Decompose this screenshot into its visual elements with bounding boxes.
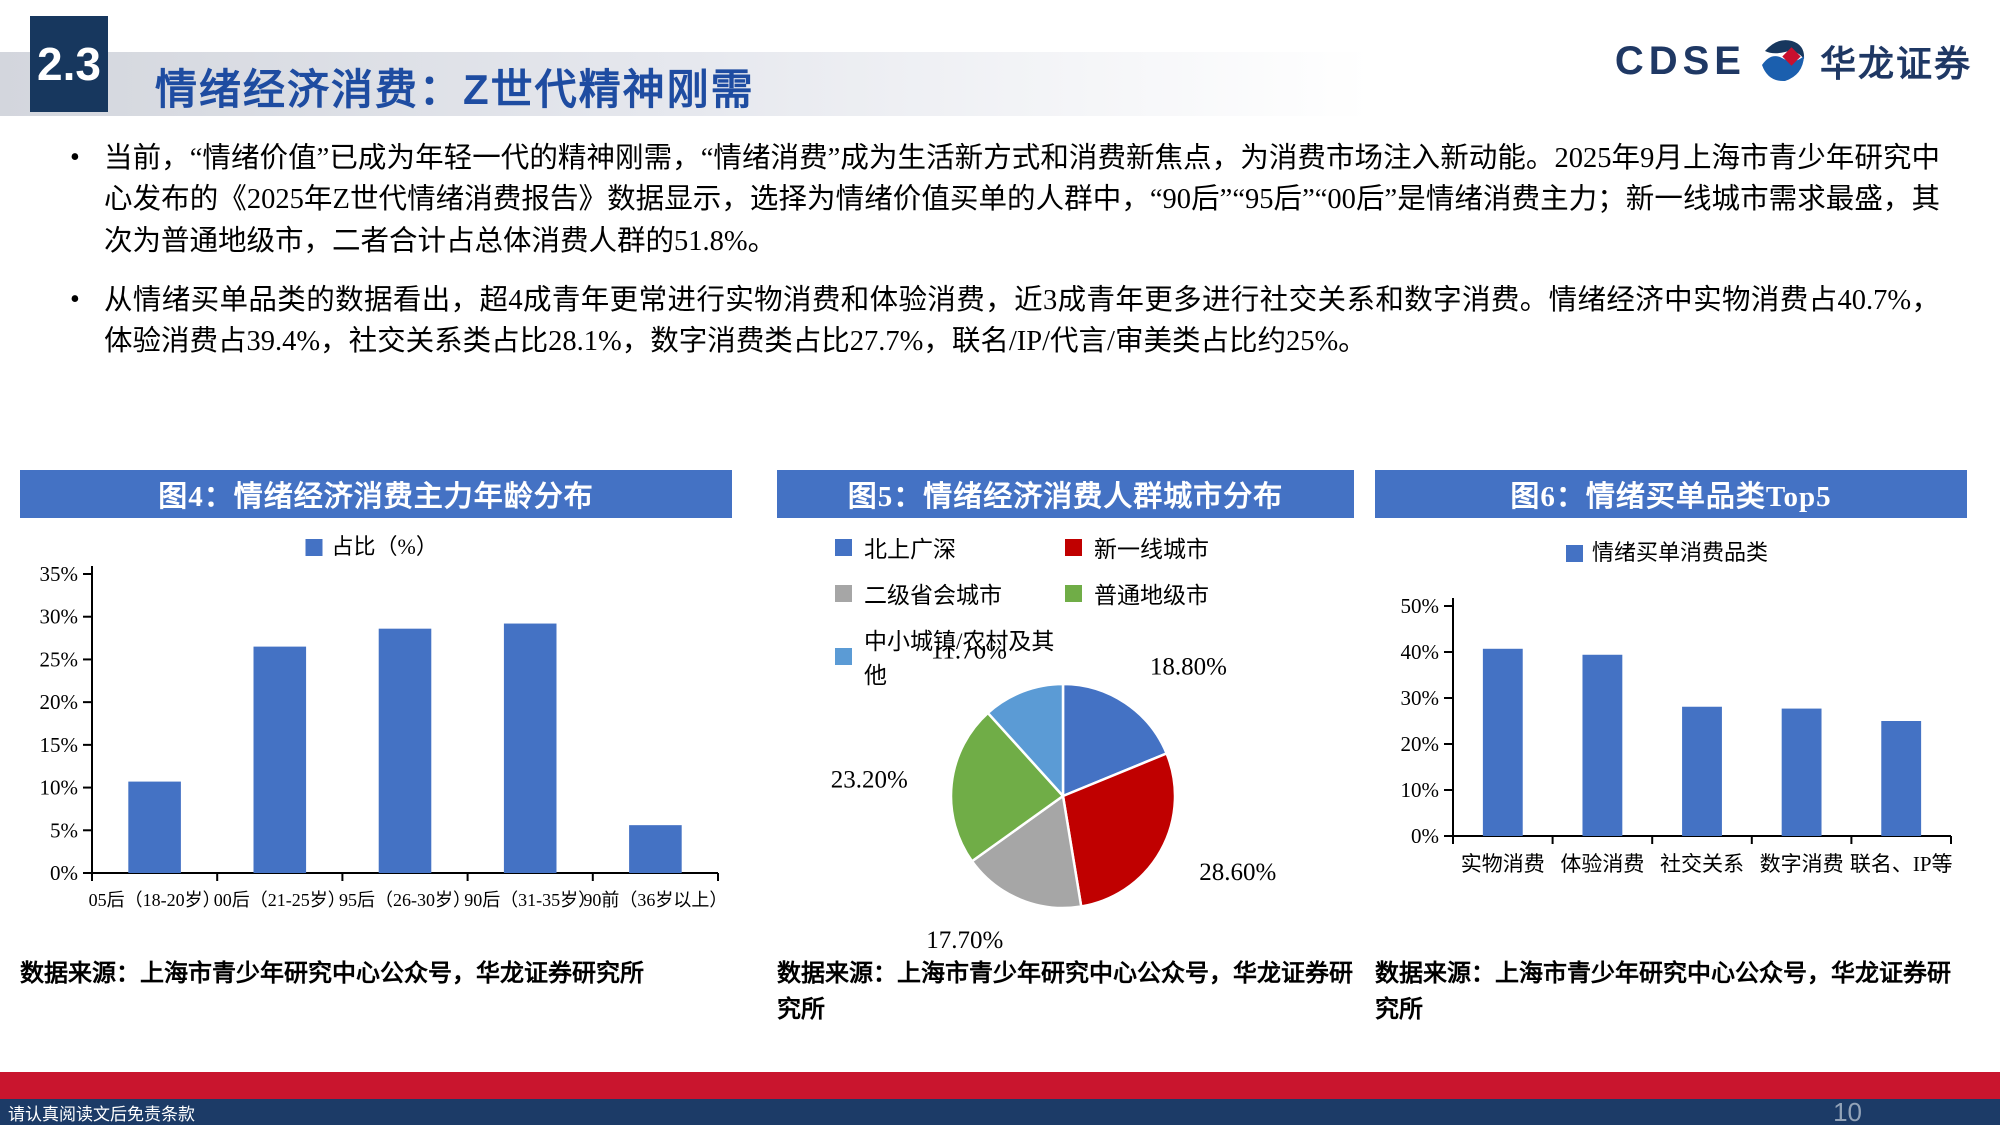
svg-text:40%: 40% — [1401, 640, 1440, 664]
svg-text:10%: 10% — [1401, 778, 1440, 802]
svg-text:50%: 50% — [1401, 594, 1440, 618]
svg-text:23.20%: 23.20% — [831, 766, 908, 793]
svg-text:20%: 20% — [40, 690, 79, 714]
figure-4-source: 数据来源：上海市青少年研究中心公众号，华龙证券研究所 — [20, 961, 644, 987]
figure-6-source: 数据来源：上海市青少年研究中心公众号，华龙证券研究所 — [1375, 961, 1951, 1023]
legend-label: 中小城镇/农村及其他 — [864, 629, 1055, 688]
svg-text:情绪买单消费品类: 情绪买单消费品类 — [1592, 540, 1768, 565]
legend-item-1: 北上广深 — [835, 530, 1065, 564]
figure-4-title: 图4：情绪经济消费主力年龄分布 — [20, 470, 732, 518]
svg-text:20%: 20% — [1401, 732, 1440, 756]
svg-text:90后（31-35岁）: 90后（31-35岁） — [464, 890, 596, 910]
svg-text:00后（21-25岁）: 00后（21-25岁） — [214, 890, 346, 910]
svg-text:11.70%: 11.70% — [931, 646, 1007, 664]
cdse-logo-text: CDSE — [1614, 38, 1746, 83]
figure-4-chart-zone: 占比（%） 0% 5% 10% 15% 20% 25% 30% 35% 05后（18-20岁） 00… — [20, 518, 732, 950]
figure-4-panel: 图4：情绪经济消费主力年龄分布 占比（%） 0% 5% 10% 15% 20% 25% 30%… — [20, 470, 732, 992]
legend-item-5: 中小城镇/农村及其他 — [835, 622, 1065, 690]
svg-text:0%: 0% — [1411, 824, 1439, 848]
svg-text:30%: 30% — [40, 605, 79, 629]
figure-5-chart-zone: 北上广深 新一线城市二级省会城市 普通地级市中小城镇/农村及其他 18.80% 28.… — [777, 518, 1354, 950]
legend-swatch — [1065, 538, 1082, 556]
svg-text:体验消费: 体验消费 — [1560, 852, 1644, 876]
figure-5-source: 数据来源：上海市青少年研究中心公众号，华龙证券研究所 — [777, 961, 1353, 1023]
svg-text:05后（18-20岁）: 05后（18-20岁） — [89, 890, 221, 910]
figure-5-title: 图5：情绪经济消费人群城市分布 — [777, 470, 1354, 518]
legend-item-4: 普通地级市 — [1065, 576, 1315, 610]
page-title: 情绪经济消费：Z世代精神刚需 — [155, 66, 755, 113]
footer-red-bar — [0, 1072, 2000, 1099]
legend-swatch — [1065, 584, 1082, 602]
svg-text:15%: 15% — [40, 733, 79, 757]
svg-text:95后（26-30岁）: 95后（26-30岁） — [339, 890, 471, 910]
figure-5-panel: 图5：情绪经济消费人群城市分布 北上广深 新一线城市二级省会城市 普通地级市中小城镇… — [777, 470, 1354, 1028]
legend-label: 新一线城市 — [1094, 537, 1209, 562]
svg-text:占比（%）: 占比（%） — [332, 534, 438, 559]
figure-4-bar-chart: 占比（%） 0% 5% 10% 15% 20% 25% 30% 35% 05后（18-20岁）00… — [40, 534, 728, 910]
svg-text:5%: 5% — [50, 818, 78, 842]
svg-text:25%: 25% — [40, 647, 79, 671]
figure-5-pie-chart: 18.80% 28.60% 17.70% 23.20% 11.70% — [831, 646, 1276, 950]
legend-swatch — [835, 538, 852, 556]
svg-text:17.70%: 17.70% — [926, 927, 1003, 950]
figure-6-bar-chart: 情绪买单消费品类 0% 10% 20% 30% 40% 50% 实物消费 体验消费 社交关系 数字消… — [1401, 540, 1953, 876]
svg-text:90前（36岁以上）: 90前（36岁以上） — [583, 890, 727, 910]
legend-swatch — [835, 647, 852, 665]
bullet-1: 当前，“情绪价值”已成为年轻一代的精神刚需，“情绪消费”成为生活新方式和消费新焦… — [60, 138, 1940, 262]
svg-text:30%: 30% — [1401, 686, 1440, 710]
disclaimer-text: 请认真阅读文后免责条款 — [8, 1104, 195, 1124]
legend-item-2: 新一线城市 — [1065, 530, 1315, 564]
title-band — [0, 52, 1370, 116]
legend-label: 二级省会城市 — [864, 583, 1002, 608]
svg-text:社交关系: 社交关系 — [1660, 852, 1744, 876]
svg-text:18.80%: 18.80% — [1150, 653, 1227, 680]
svg-text:0%: 0% — [50, 861, 78, 885]
legend-label: 北上广深 — [864, 537, 956, 562]
legend-swatch — [835, 584, 852, 602]
section-number: 2.3 — [30, 16, 108, 112]
hualong-logo-text: 华龙证券 — [1819, 44, 1972, 84]
footer-bar: 请认真阅读文后免责条款 10 — [0, 1096, 2000, 1125]
legend-item-3: 二级省会城市 — [835, 576, 1065, 610]
figure-6-panel: 图6：情绪买单品类Top5 情绪买单消费品类 0% 10% 20% 30% 40% 50% 实… — [1375, 470, 1967, 1028]
brand-logo: CDSE 华龙证券 — [1615, 34, 1972, 88]
svg-text:数字消费: 数字消费 — [1760, 852, 1844, 876]
bullet-list: 当前，“情绪价值”已成为年轻一代的精神刚需，“情绪消费”成为生活新方式和消费新焦… — [60, 138, 1940, 381]
bullet-2: 从情绪买单品类的数据看出，超4成青年更常进行实物消费和体验消费，近3成青年更多进… — [60, 280, 1940, 363]
figure-6-title: 图6：情绪买单品类Top5 — [1375, 470, 1967, 518]
hualong-logo-icon — [1761, 40, 1805, 82]
svg-text:联名、IP等: 联名、IP等 — [1850, 852, 1953, 876]
figure-6-chart-zone: 情绪买单消费品类 0% 10% 20% 30% 40% 50% 实物消费 体验消费 社交关系 数字消… — [1375, 518, 1967, 950]
svg-text:28.60%: 28.60% — [1199, 859, 1276, 886]
page-number: 10 — [1833, 1096, 1862, 1125]
figure-5-legend: 北上广深 新一线城市二级省会城市 普通地级市中小城镇/农村及其他 — [835, 530, 1315, 690]
legend-label: 普通地级市 — [1094, 583, 1209, 608]
svg-text:10%: 10% — [40, 776, 79, 800]
svg-text:35%: 35% — [40, 562, 79, 586]
svg-text:实物消费: 实物消费 — [1461, 852, 1545, 876]
